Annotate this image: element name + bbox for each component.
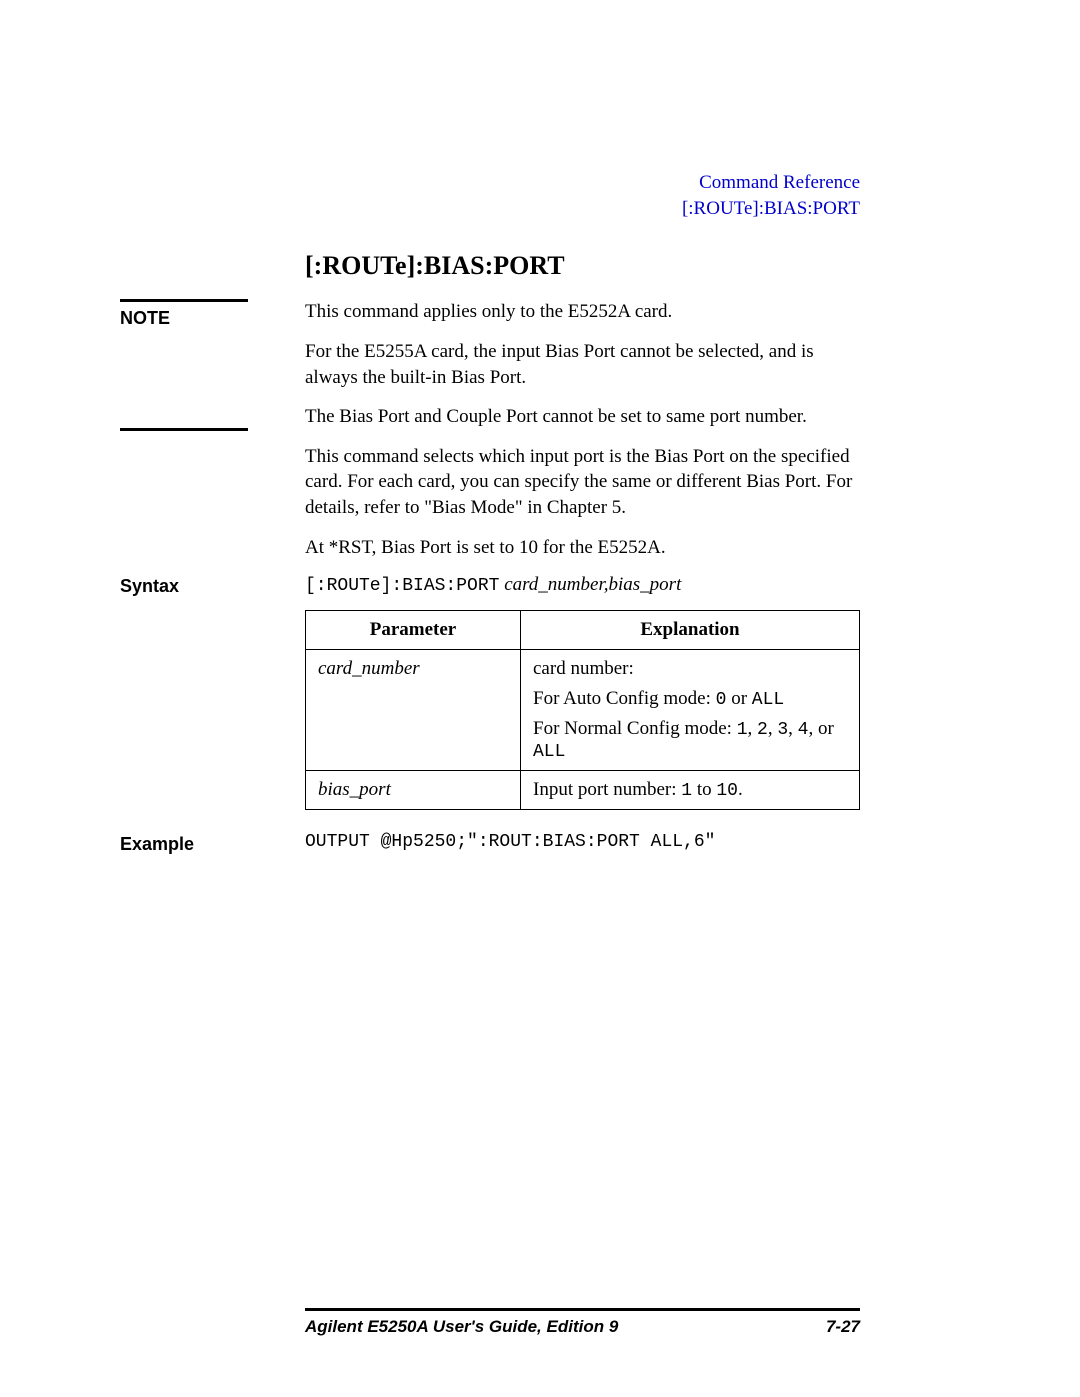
exp-card-number: card number: For Auto Config mode: 0 or … — [521, 650, 860, 771]
page-footer: Agilent E5250A User's Guide, Edition 9 7… — [120, 1308, 860, 1337]
note-label: NOTE — [120, 306, 305, 329]
header-command: [:ROUTe]:BIAS:PORT — [120, 196, 860, 222]
exp-bias-port: Input port number: 1 to 10. — [521, 771, 860, 810]
table-row: card_number card number: For Auto Config… — [306, 650, 860, 771]
note-body: This command applies only to the E5252A … — [305, 299, 960, 444]
header-chapter: Command Reference — [120, 170, 860, 196]
table-header-row: Parameter Explanation — [306, 611, 860, 650]
parameter-table: Parameter Explanation card_number card n… — [305, 610, 860, 810]
syntax-line: [:ROUTe]:BIAS:PORT card_number,bias_port — [305, 574, 860, 596]
exp-line: card number: — [533, 658, 847, 680]
page-container: Command Reference [:ROUTe]:BIAS:PORT [:R… — [0, 0, 1080, 1397]
note-rule-bottom-cell — [120, 444, 305, 575]
example-body: OUTPUT @Hp5250;":ROUT:BIAS:PORT ALL,6" — [305, 832, 960, 855]
param-bias-port: bias_port — [306, 771, 521, 810]
example-code: OUTPUT @Hp5250;":ROUT:BIAS:PORT ALL,6" — [305, 832, 715, 852]
syntax-label: Syntax — [120, 574, 305, 832]
description-body: This command selects which input port is… — [305, 444, 960, 575]
command-title: [:ROUTe]:BIAS:PORT — [305, 251, 860, 281]
exp-line: For Auto Config mode: 0 or ALL — [533, 688, 847, 710]
footer-guide: Agilent E5250A User's Guide, Edition 9 — [305, 1317, 618, 1337]
example-label: Example — [120, 832, 305, 855]
note-p1: This command applies only to the E5252A … — [305, 299, 860, 325]
syntax-args: card_number,bias_port — [504, 574, 681, 595]
note-p3: The Bias Port and Couple Port cannot be … — [305, 404, 860, 430]
note-rule-top — [120, 299, 248, 302]
exp-line: For Normal Config mode: 1, 2, 3, 4, or A… — [533, 718, 847, 762]
note-rule-bottom — [120, 428, 248, 431]
page-header: Command Reference [:ROUTe]:BIAS:PORT — [120, 170, 960, 221]
syntax-cmd: [:ROUTe]:BIAS:PORT — [305, 576, 499, 596]
th-parameter: Parameter — [306, 611, 521, 650]
th-explanation: Explanation — [521, 611, 860, 650]
param-card-number: card_number — [306, 650, 521, 771]
note-p2: For the E5255A card, the input Bias Port… — [305, 339, 860, 390]
note-sidebar: NOTE — [120, 299, 305, 444]
footer-rule — [305, 1308, 860, 1311]
table-row: bias_port Input port number: 1 to 10. — [306, 771, 860, 810]
footer-page-number: 7-27 — [826, 1317, 860, 1337]
desc-p2: At *RST, Bias Port is set to 10 for the … — [305, 535, 860, 561]
desc-p1: This command selects which input port is… — [305, 444, 860, 521]
syntax-body: [:ROUTe]:BIAS:PORT card_number,bias_port… — [305, 574, 960, 832]
